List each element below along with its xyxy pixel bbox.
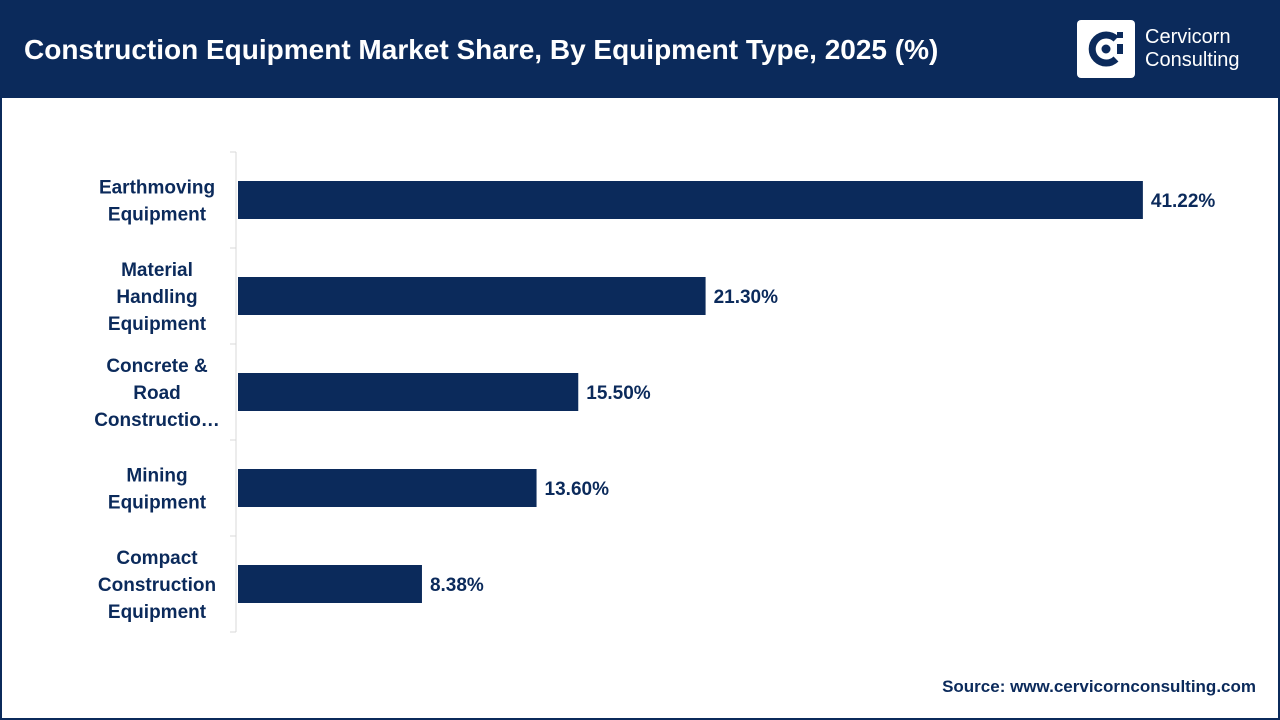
logo-line-1: Cervicorn [1145, 26, 1231, 48]
data-label: 15.50% [586, 383, 651, 404]
data-label: 13.60% [545, 479, 610, 500]
category-label-line: Equipment [108, 493, 207, 514]
logo-text: Cervicorn Consulting [1145, 26, 1240, 72]
category-label: Material Handling Equipment [108, 260, 207, 335]
chart-title: Construction Equipment Market Share, By … [24, 34, 939, 65]
category-label-line: Construction [98, 575, 216, 596]
category-label-line: Earthmoving [99, 178, 215, 199]
cervicorn-logo-icon [1077, 20, 1135, 78]
category-label-line: Handling [116, 287, 197, 308]
category-label-line: Road [133, 383, 181, 404]
data-label: 41.22% [1151, 191, 1216, 212]
brand-logo: Cervicorn Consulting [1077, 20, 1267, 82]
data-label: 8.38% [430, 575, 484, 596]
data-label: 21.30% [714, 287, 779, 308]
category-label-line: Constructio… [94, 410, 220, 431]
bar [238, 469, 537, 507]
bar [238, 373, 579, 411]
category-label-line: Equipment [108, 205, 207, 226]
category-label-line: Mining [126, 466, 187, 487]
category-label-line: Equipment [108, 602, 207, 623]
category-label-line: Equipment [108, 314, 207, 335]
category-label-line: Compact [116, 548, 198, 569]
category-label: Earthmoving Equipment [99, 178, 215, 226]
category-label: Mining Equipment [108, 466, 207, 514]
bar [238, 277, 706, 315]
category-label: Compact Construction Equipment [98, 548, 216, 623]
logo-line-2: Consulting [1145, 49, 1240, 71]
category-label-line: Concrete & [106, 356, 208, 377]
bar [238, 565, 422, 603]
bar [238, 181, 1143, 219]
category-label: Concrete & Road Constructio… [94, 356, 220, 431]
bar-chart: 41.22% Earthmoving Equipment 21.30% Material… [94, 151, 1216, 633]
source-note: Source: www.cervicornconsulting.com [942, 677, 1256, 696]
header-bar: Construction Equipment Market Share, By … [2, 2, 1278, 98]
category-label-line: Material [121, 260, 193, 281]
